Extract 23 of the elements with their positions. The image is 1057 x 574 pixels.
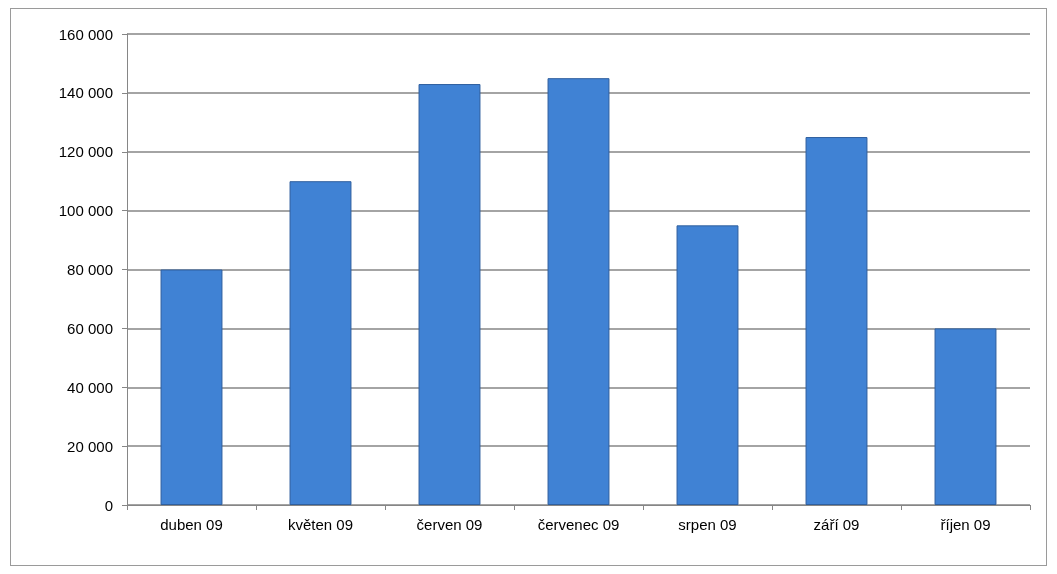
bar [805,137,868,505]
y-tick-label: 80 000 [67,261,113,278]
bar [676,225,739,505]
x-tick-label: září 09 [813,516,860,533]
bar [418,84,481,505]
x-tick-label: červenec 09 [537,516,620,533]
y-tick-label: 60 000 [67,319,113,337]
y-tick-label: 40 000 [67,378,113,396]
bar [160,269,223,505]
y-tick-label: 160 000 [58,25,113,43]
x-tick-label: říjen 09 [940,516,991,533]
bar [934,328,997,505]
bar [547,78,610,505]
y-tick-label: 140 000 [58,84,113,102]
y-tick-label: 0 [104,496,113,514]
y-tick-label: 20 000 [67,437,113,455]
y-tick-label: 120 000 [58,143,113,161]
x-tick-label: duben 09 [160,516,223,533]
x-tick-label: srpen 09 [678,516,737,533]
x-tick-label: červen 09 [416,516,483,533]
y-tick-label: 100 000 [58,202,113,220]
bar [289,181,352,505]
x-tick-label: květen 09 [287,516,354,533]
